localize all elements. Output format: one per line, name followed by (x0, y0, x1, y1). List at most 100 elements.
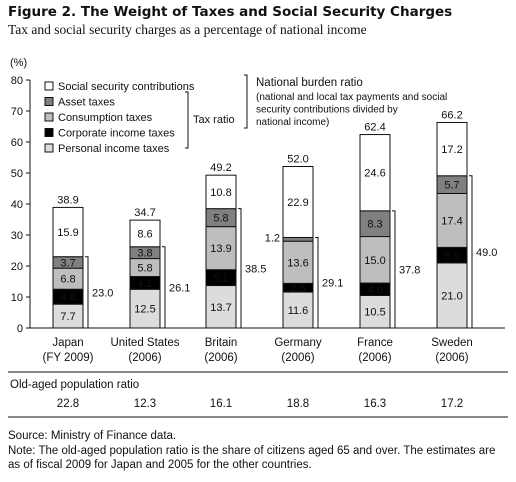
bar-value-label: 21.0 (441, 290, 462, 302)
bar-segment (359, 134, 391, 212)
bar-segment (359, 294, 391, 329)
bar-value-label: 8.3 (367, 219, 382, 231)
y-tick-label: 10 (11, 292, 23, 304)
tax-ratio-value: 38.5 (245, 263, 266, 275)
bar-segment (205, 226, 237, 271)
bar-total-label: 49.2 (210, 162, 231, 174)
legend-label: Asset taxes (58, 97, 115, 109)
legend-swatch (44, 128, 54, 137)
bar-value-label: 11.6 (288, 305, 309, 317)
source-note: Source: Ministry of Finance data. (8, 430, 177, 442)
bar-value-label: 10.5 (364, 307, 385, 319)
category-sublabel: (2006) (204, 352, 237, 364)
bar-value-label: 2.8 (290, 283, 305, 295)
burden-ratio-description: security contributions divided by (256, 105, 398, 116)
category-label: France (357, 337, 393, 349)
category-label: United States (110, 337, 179, 349)
legend-label: Social security contributions (58, 81, 195, 93)
bar-total-label: 34.7 (134, 207, 155, 219)
bar-value-label: 5.8 (213, 213, 228, 225)
burden-ratio-description: (national and local tax payments and soc… (256, 92, 447, 103)
legend-label: Personal income taxes (58, 143, 170, 155)
old-age-ratio-label: Old-aged population ratio (10, 379, 139, 391)
category-sublabel: (2006) (435, 352, 468, 364)
tax-ratio-value: 23.0 (92, 287, 113, 299)
tax-ratio-bracket (162, 246, 166, 329)
bar-value-label: 5.1 (213, 273, 228, 285)
bar-value-label: 4.8 (60, 292, 75, 304)
old-age-ratio-value: 18.8 (287, 398, 309, 410)
bar-value-label: 17.2 (441, 144, 462, 156)
y-tick-label: 50 (11, 168, 23, 180)
bar-value-label: 10.8 (210, 187, 231, 199)
bar-value-label: 15.9 (57, 227, 78, 239)
y-tick-label: 0 (17, 323, 23, 335)
bar-value-label: 22.9 (287, 197, 308, 209)
category-sublabel: (2006) (128, 352, 161, 364)
bar-value-label: 17.4 (441, 215, 462, 227)
bar-value-label: 4.0 (367, 284, 382, 296)
bar-value-label: 3.8 (137, 248, 152, 260)
old-age-ratio-value: 16.3 (364, 398, 386, 410)
tax-ratio-value: 29.1 (322, 278, 343, 290)
y-tick-label: 40 (11, 199, 23, 211)
bar-value-label: 13.9 (210, 243, 231, 255)
chart-subtitle: Tax and social security charges as a per… (8, 22, 367, 37)
bar-segment (282, 236, 314, 242)
bar-value-label: 15.0 (364, 255, 385, 267)
bar-value-label: 13.7 (210, 302, 231, 314)
tax-ratio-value: 37.8 (399, 264, 420, 276)
category-sublabel: (2006) (358, 352, 391, 364)
old-age-ratio-value: 12.3 (134, 398, 156, 410)
bar-value-label: 6.8 (60, 274, 75, 286)
category-label: Britain (205, 337, 238, 349)
legend-swatch (44, 143, 54, 153)
old-age-ratio-value: 22.8 (57, 398, 79, 410)
bar-value-label: 4.1 (137, 278, 152, 290)
bar-total-label: 62.4 (364, 122, 385, 134)
legend-swatch (44, 81, 54, 91)
tax-ratio-bracket (315, 236, 319, 329)
bar-segment (436, 262, 468, 329)
category-label: Germany (274, 337, 322, 349)
burden-ratio-description: national income) (256, 117, 329, 128)
bar-segment (129, 288, 161, 329)
old-age-ratio-value: 17.2 (441, 398, 463, 410)
legend-swatch (44, 97, 54, 106)
bar-value-label: 5.0 (444, 250, 459, 262)
bar-segment (282, 165, 314, 238)
legend-swatch (44, 112, 54, 122)
old-age-ratio-value: 16.1 (210, 398, 232, 410)
bar-total-label: 66.2 (441, 109, 462, 121)
tax-ratio-value: 26.1 (169, 282, 190, 294)
category-label: Sweden (431, 337, 473, 349)
tax-ratio-bracket (238, 208, 242, 329)
category-sublabel: (FY 2009) (43, 352, 94, 364)
bar-value-label: 7.7 (60, 311, 75, 323)
tax-ratio-legend-bracket (185, 91, 189, 149)
bar-total-label: 38.9 (57, 194, 78, 206)
y-tick-label: 60 (11, 137, 23, 149)
legend-label: Consumption taxes (58, 112, 153, 124)
tax-ratio-legend-label: Tax ratio (193, 114, 235, 126)
bar-value-label: 3.7 (60, 257, 75, 269)
y-tick-label: 70 (11, 106, 23, 118)
tax-ratio-value: 49.0 (476, 247, 497, 259)
bar-value-label: 13.6 (287, 257, 308, 269)
bar-value-label: 5.7 (444, 180, 459, 192)
legend: Social security contributions Asset taxes… (44, 81, 195, 155)
bar-segment (205, 174, 237, 210)
bar-segment (52, 206, 84, 258)
tax-ratio-bracket (392, 210, 396, 329)
tax-ratio-bracket (469, 175, 473, 329)
burden-ratio-legend-bracket (244, 74, 248, 129)
bar-value-label: 12.5 (134, 304, 155, 316)
tax-ratio-bracket (85, 256, 89, 329)
bar-segment (282, 291, 314, 329)
y-tick-label: 20 (11, 261, 23, 273)
category-sublabel: (2006) (281, 352, 314, 364)
bar-value-label: 24.6 (364, 168, 385, 180)
y-axis-unit-label: (%) (10, 57, 27, 69)
bar-segment (436, 121, 468, 177)
y-tick-label: 80 (11, 75, 23, 87)
